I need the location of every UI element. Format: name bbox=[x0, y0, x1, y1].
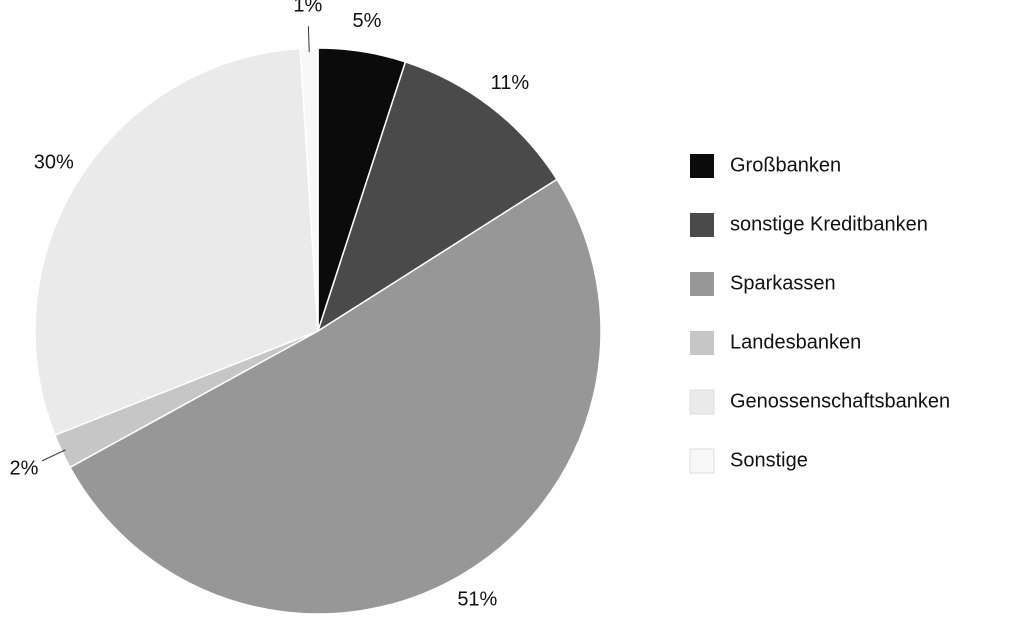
legend-label: Großbanken bbox=[730, 154, 841, 176]
leader-line bbox=[307, 26, 310, 53]
legend-swatch bbox=[689, 448, 715, 474]
pie-slice bbox=[34, 47, 319, 437]
data-label: 5% bbox=[353, 10, 382, 32]
legend-label: Genossenschaftsbanken bbox=[730, 390, 950, 412]
data-label: 2% bbox=[9, 458, 38, 480]
data-label: 30% bbox=[34, 152, 74, 174]
legend-swatch bbox=[689, 389, 715, 415]
legend-label: Sparkassen bbox=[730, 272, 836, 294]
data-label: 11% bbox=[491, 72, 530, 94]
legend-label: Landesbanken bbox=[730, 331, 861, 353]
pie-slice bbox=[316, 60, 558, 333]
leader-line bbox=[41, 449, 66, 462]
legend-label: sonstige Kreditbanken bbox=[730, 213, 928, 235]
legend-swatch bbox=[690, 154, 714, 178]
pie-slice bbox=[68, 178, 602, 615]
legend-label: Sonstige bbox=[730, 449, 808, 471]
data-label: 1% bbox=[293, 0, 322, 16]
legend-swatch bbox=[690, 213, 714, 237]
legend-swatch bbox=[690, 272, 714, 296]
data-label: 51% bbox=[457, 589, 497, 611]
legend-swatch bbox=[690, 331, 714, 355]
